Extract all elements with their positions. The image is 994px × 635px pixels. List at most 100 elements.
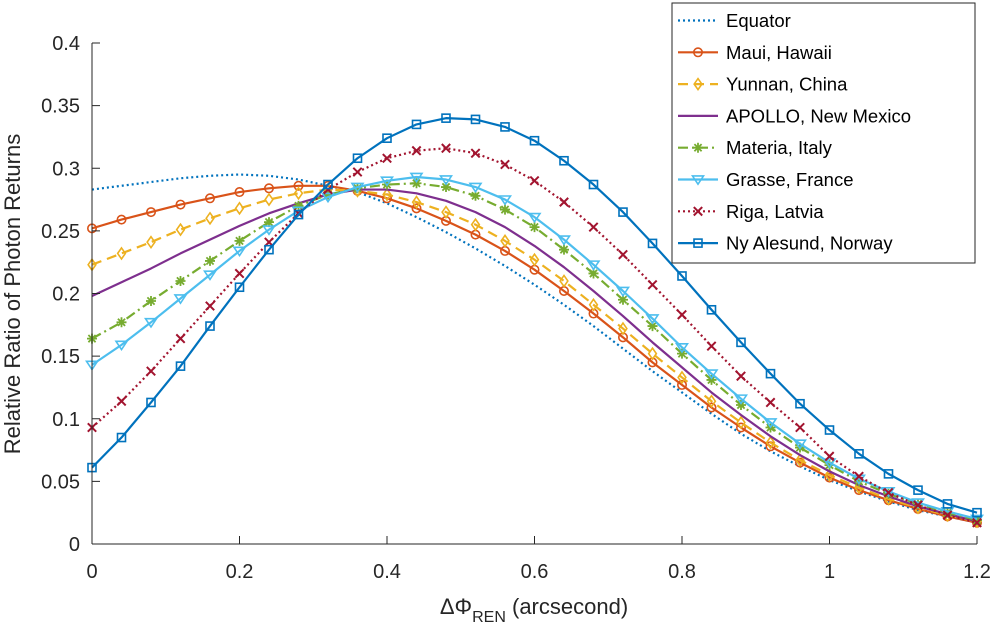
legend: Equator Maui, Hawaii Yunnan, China APOLLO, … — [671, 2, 976, 264]
legend-marker — [693, 206, 703, 217]
data-point-materia-italy — [470, 190, 481, 201]
data-point-yunnan-china — [264, 192, 274, 207]
data-point-grasse-france — [763, 418, 778, 429]
data-point-materia-italy — [500, 204, 510, 215]
data-point-grasse-france — [114, 340, 129, 351]
data-point-grasse-france — [675, 342, 689, 354]
legend-label: Riga, Latvia — [726, 201, 824, 222]
legend-label: Maui, Hawaii — [726, 42, 832, 63]
y-tick-label: 0.2 — [52, 284, 80, 306]
x-axis-title-unit: (arcsecond) — [506, 594, 628, 619]
x-axis-title-subscript: REN — [472, 609, 506, 626]
y-tick-label: 0 — [69, 534, 80, 556]
data-point-materia-italy — [706, 374, 717, 385]
data-point-grasse-france — [350, 182, 365, 194]
legend-marker — [691, 175, 705, 186]
data-point-materia-italy — [293, 200, 304, 211]
x-axis-title-symbol: ΔΦ — [440, 594, 472, 619]
data-point-riga-latvia — [411, 145, 422, 156]
data-point-riga-latvia — [706, 341, 717, 352]
series-grasse-france — [85, 172, 984, 526]
data-point-ny-alesund-norway — [470, 114, 481, 125]
series-line-ny-alesund-norway — [91, 117, 978, 514]
legend-item-materia-italy: Materia, Italy — [678, 137, 833, 158]
data-point-riga-latvia — [618, 249, 628, 260]
data-point-yunnan-china — [470, 217, 481, 232]
data-point-materia-italy — [175, 275, 186, 286]
data-point-riga-latvia — [382, 153, 392, 164]
y-tick-label: 0.1 — [52, 409, 80, 431]
data-point-maui-hawaii — [175, 199, 186, 210]
data-point-riga-latvia — [352, 167, 363, 177]
data-point-riga-latvia — [205, 301, 215, 311]
data-point-maui-hawaii — [116, 214, 127, 225]
data-point-yunnan-china — [529, 252, 540, 267]
series-ny-alesund-norway — [87, 113, 982, 518]
data-point-grasse-france — [822, 458, 837, 469]
data-point-ny-alesund-norway — [146, 397, 156, 408]
legend-item-apollo-new-mexico: APOLLO, New Mexico — [678, 105, 911, 126]
data-point-riga-latvia — [116, 396, 127, 407]
data-point-materia-italy — [234, 235, 245, 246]
y-tick-label: 0.15 — [41, 346, 80, 368]
data-point-grasse-france — [468, 182, 483, 194]
x-axis-title: ΔΦREN (arcsecond) — [440, 594, 628, 626]
data-point-materia-italy — [264, 217, 274, 228]
y-tick-label: 0.4 — [52, 33, 80, 55]
data-point-ny-alesund-norway — [765, 368, 776, 379]
data-point-yunnan-china — [647, 346, 658, 361]
data-point-maui-hawaii — [676, 379, 687, 390]
data-point-ny-alesund-norway — [942, 499, 953, 509]
data-point-yunnan-china — [706, 394, 717, 409]
data-point-maui-hawaii — [205, 193, 216, 204]
data-point-ny-alesund-norway — [588, 179, 599, 190]
data-point-yunnan-china — [116, 246, 127, 261]
data-point-yunnan-china — [795, 453, 805, 467]
data-point-grasse-france — [232, 246, 247, 258]
data-point-materia-italy — [736, 399, 746, 410]
data-point-grasse-france — [203, 270, 217, 281]
y-tick-label: 0.35 — [41, 96, 80, 118]
plot-area — [85, 113, 984, 529]
data-point-riga-latvia — [765, 397, 776, 408]
data-point-materia-italy — [824, 460, 835, 471]
data-point-grasse-france — [881, 487, 896, 498]
x-tick-label: 1.2 — [963, 561, 991, 583]
data-point-yunnan-china — [441, 205, 451, 219]
data-point-grasse-france — [498, 195, 512, 206]
data-point-maui-hawaii — [411, 203, 422, 214]
data-point-ny-alesund-norway — [972, 507, 982, 518]
data-point-materia-italy — [942, 507, 953, 518]
y-axis-title: Relative Ratio of Photon Returns — [0, 134, 25, 454]
data-point-ny-alesund-norway — [559, 155, 569, 166]
data-point-ny-alesund-norway — [441, 113, 451, 123]
data-point-ny-alesund-norway — [854, 449, 864, 459]
series-line-maui-hawaii — [91, 184, 978, 524]
legend-item-equator: Equator — [678, 10, 791, 31]
data-point-yunnan-china — [588, 297, 599, 312]
data-point-maui-hawaii — [263, 183, 274, 194]
data-point-yunnan-china — [736, 415, 746, 430]
data-point-ny-alesund-norway — [795, 398, 805, 409]
data-point-ny-alesund-norway — [264, 244, 274, 255]
data-point-materia-italy — [618, 294, 628, 305]
data-point-ny-alesund-norway — [677, 271, 687, 281]
data-point-materia-italy — [352, 183, 363, 194]
legend-item-maui-hawaii: Maui, Hawaii — [678, 42, 832, 63]
data-point-ny-alesund-norway — [411, 119, 422, 130]
data-point-riga-latvia — [972, 517, 982, 528]
data-point-grasse-france — [262, 225, 276, 236]
data-point-ny-alesund-norway — [175, 361, 186, 371]
data-point-materia-italy — [441, 182, 451, 193]
data-point-ny-alesund-norway — [234, 282, 245, 293]
data-point-ny-alesund-norway — [647, 238, 658, 249]
x-tick-label: 0.2 — [226, 561, 254, 583]
data-point-riga-latvia — [146, 366, 156, 377]
data-point-grasse-france — [586, 260, 601, 271]
data-point-grasse-france — [409, 172, 424, 184]
data-point-ny-alesund-norway — [824, 425, 835, 435]
data-point-riga-latvia — [677, 309, 687, 320]
data-point-ny-alesund-norway — [205, 321, 215, 331]
data-point-grasse-france — [734, 394, 748, 405]
